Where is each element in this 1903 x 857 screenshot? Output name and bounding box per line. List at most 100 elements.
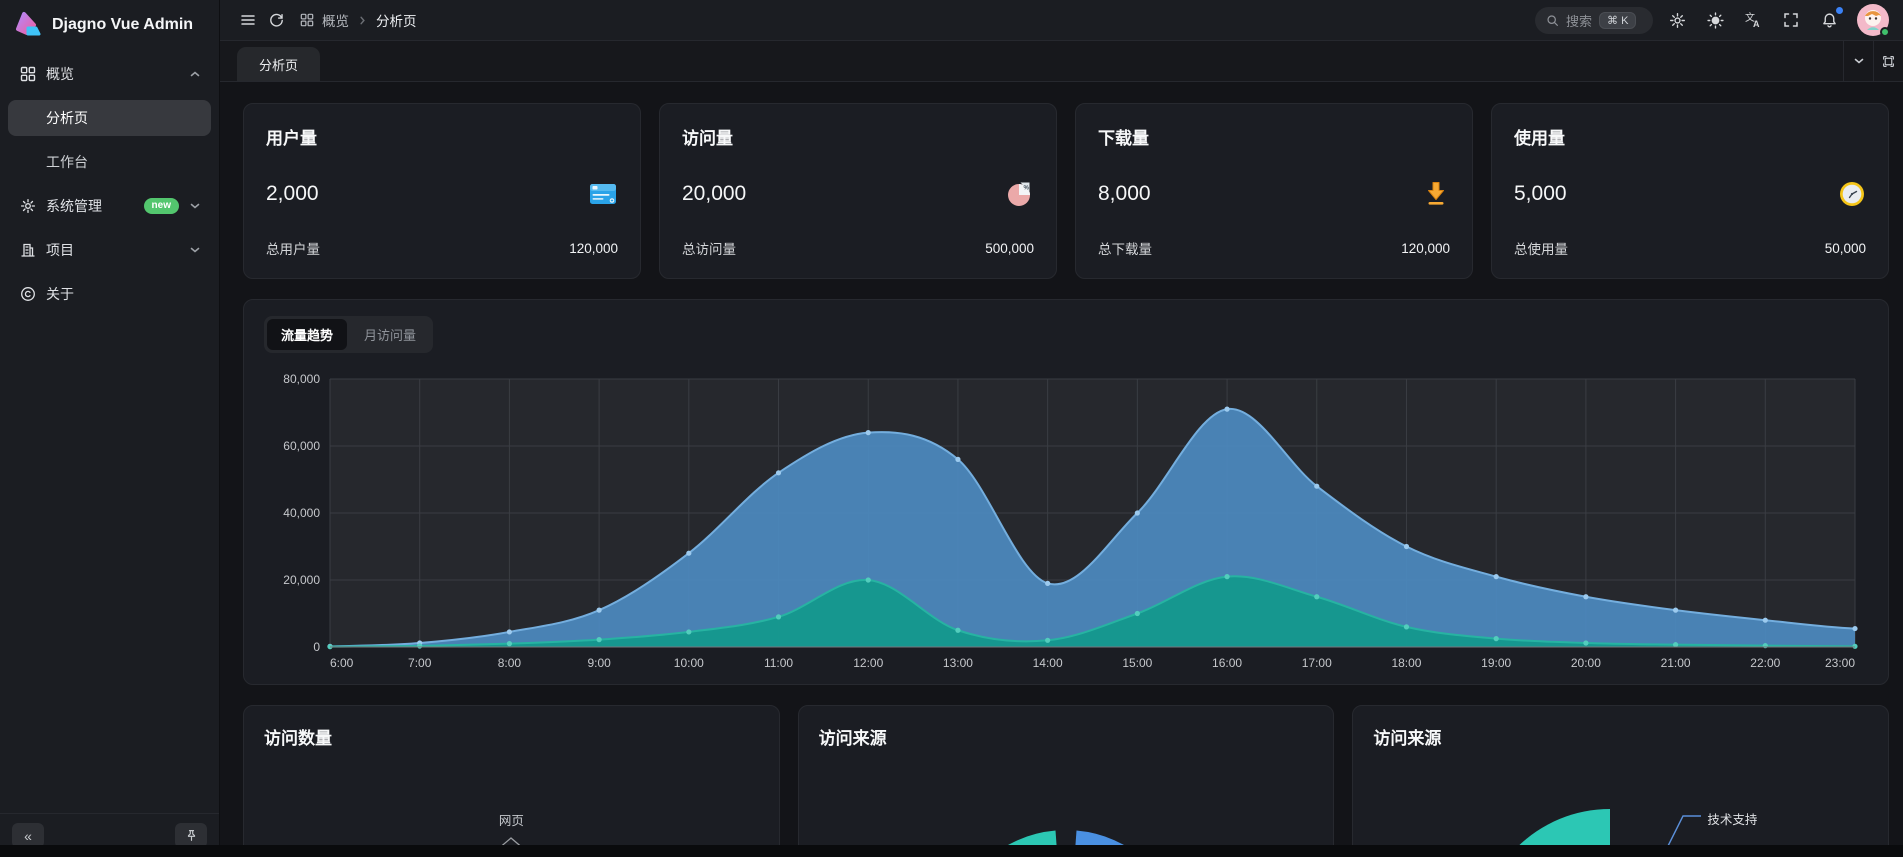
tabbar-maximize-button[interactable] [1873,41,1903,81]
menu-toggle-button[interactable] [234,6,262,34]
svg-text:9:00: 9:00 [587,656,611,670]
stat-title: 下载量 [1098,129,1149,148]
sidebar-item-about[interactable]: 关于 [8,276,211,312]
card-title: 访问数量 [264,729,332,748]
stat-value: 20,000 [682,181,747,205]
user-avatar[interactable] [1857,4,1890,37]
gear-icon [1669,12,1685,28]
radar-axis-label: 网页 [498,814,524,828]
stat-value: 2,000 [266,181,319,205]
online-status-dot [1880,27,1890,37]
stats-row: 用户量 2,000 总用户量 120,000 访问量 [243,103,1889,279]
header-actions: 搜索 ⌘ K 文 A [1535,4,1890,37]
svg-text:10:00: 10:00 [674,656,704,670]
app-logo-icon [16,12,41,36]
svg-text:11:00: 11:00 [764,656,793,670]
stat-footer-label: 总访问量 [682,242,736,257]
sidebar-item-label: 关于 [46,286,74,302]
sidebar-item-workbench[interactable]: 工作台 [8,144,211,180]
grid-icon [300,13,314,27]
visit-source-rose-card: 访问来源 技术支持 [1352,705,1890,857]
bell-icon [1822,12,1836,27]
tab-monthly-visits[interactable]: 月访问量 [350,319,430,350]
sidebar-item-label: 工作台 [46,154,88,170]
settings-button[interactable] [1663,6,1691,34]
clock-icon [1840,181,1864,206]
stat-footer-value: 500,000 [985,240,1034,256]
stat-card-users: 用户量 2,000 总用户量 120,000 [243,103,641,279]
header: 概览 分析页 搜索 ⌘ K 文 [220,0,1903,41]
svg-text:20,000: 20,000 [283,573,320,587]
refresh-icon [269,13,283,27]
stat-footer-label: 总下载量 [1098,242,1152,257]
tabbar: 分析页 [220,41,1903,82]
svg-text:12:00: 12:00 [853,656,883,670]
sidebar-item-overview[interactable]: 概览 [8,56,211,92]
card-title: 访问来源 [818,729,887,748]
sun-icon [1706,11,1724,29]
svg-text:80,000: 80,000 [283,372,320,386]
breadcrumb-root[interactable]: 概览 [322,14,349,29]
stat-footer-value: 50,000 [1824,240,1866,256]
stat-title: 用户量 [266,129,317,148]
chevron-down-icon [189,200,201,212]
sidebar-nav: 概览 分析页 工作台 系统管理 new [0,50,219,318]
area-chart: 0 20,000 40,000 60,000 80,000 6:00 7:00 8:00 9:0… [283,372,1858,670]
svg-text:0: 0 [313,640,320,654]
trend-tabs: 流量趋势 月访问量 [264,316,434,353]
pie-icon: % [1008,182,1030,206]
trend-chart-card: 流量趋势 月访问量 0 20,000 40,000 60,000 80,000 6:00 7… [243,299,1889,685]
app-logo-row[interactable]: Djagno Vue Admin [0,0,219,50]
stat-card-usage: 使用量 5,000 总使用量 50,000 [1491,103,1889,279]
window-bottom-band [0,845,1903,857]
sidebar-item-analysis[interactable]: 分析页 [8,100,211,136]
sidebar-item-system[interactable]: 系统管理 new [8,188,211,224]
chevron-right-icon [357,15,368,26]
tab-traffic-trend[interactable]: 流量趋势 [267,319,348,350]
notification-dot [1836,7,1843,14]
fullscreen-button[interactable] [1777,6,1805,34]
pin-icon [187,830,195,841]
search-input[interactable]: 搜索 ⌘ K [1535,6,1653,34]
language-button[interactable]: 文 A [1739,6,1767,34]
chevron-down-icon [189,244,201,256]
sidebar-collapse-button[interactable]: « [12,823,44,848]
search-placeholder: 搜索 [1566,13,1593,29]
svg-text:8:00: 8:00 [498,656,522,670]
notifications-button[interactable] [1815,6,1843,34]
stat-value: 5,000 [1514,181,1567,205]
stat-title: 访问量 [682,129,733,148]
theme-toggle-button[interactable] [1701,6,1729,34]
svg-text:60,000: 60,000 [283,439,320,453]
fullscreen-icon [1784,13,1798,27]
refresh-button[interactable] [262,6,290,34]
svg-text:23:00: 23:00 [1825,656,1855,670]
new-badge: new [143,198,179,214]
sidebar-pin-button[interactable] [175,823,207,848]
trend-chart: 0 20,000 40,000 60,000 80,000 6:00 7:00 8:00 9:0… [264,365,1868,686]
sidebar-item-label: 概览 [46,66,74,82]
grid-icon [20,66,36,82]
chevron-down-icon [1854,58,1863,64]
sidebar-item-label: 分析页 [46,110,88,126]
search-shortcut-badge: ⌘ K [1599,11,1637,29]
pie-slice-label: 技术支持 [1707,813,1758,827]
svg-text:6:00: 6:00 [330,656,354,670]
sidebar-item-project[interactable]: 项目 [8,232,211,268]
bottom-row: 访问数量 网页 访问来源 访问来源 技术支持 [243,705,1890,857]
svg-text:13:00: 13:00 [943,656,973,670]
svg-text:16:00: 16:00 [1212,656,1242,670]
svg-text:22:00: 22:00 [1750,656,1780,670]
svg-text:%: % [1024,185,1030,191]
svg-text:14:00: 14:00 [1033,656,1063,670]
radar-chart-fragment [488,837,535,857]
stat-title: 使用量 [1514,129,1565,148]
tabbar-dropdown-button[interactable] [1843,41,1873,81]
stat-card-downloads: 下载量 8,000 总下载量 120,000 [1075,103,1473,279]
page-tab-analysis[interactable]: 分析页 [237,47,321,81]
sidebar-item-label: 项目 [46,242,74,258]
chevron-up-icon [189,68,201,80]
svg-text:18:00: 18:00 [1391,656,1421,670]
stat-card-visits: 访问量 20,000 % 总访问量 500,000 [659,103,1057,279]
svg-text:A: A [1753,19,1760,29]
